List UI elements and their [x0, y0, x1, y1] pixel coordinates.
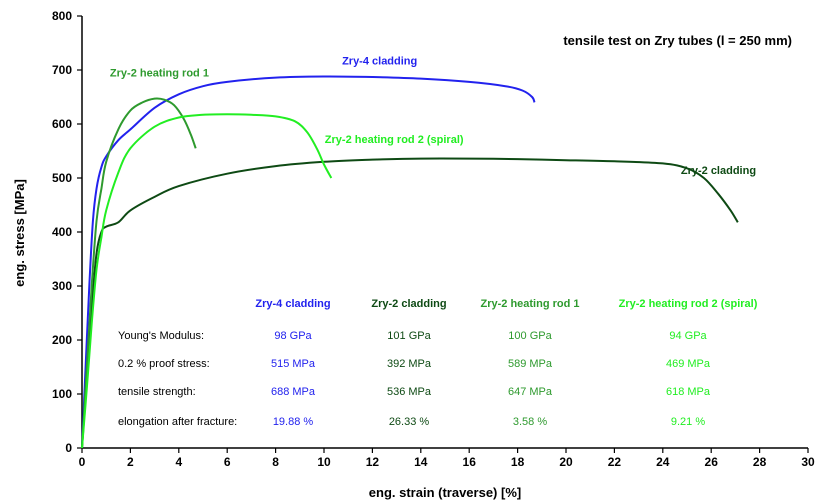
table-row-label: Young's Modulus:	[118, 330, 204, 342]
series-label-3: Zry-2 heating rod 2 (spiral)	[325, 134, 464, 146]
axes: 0 2 4 6 8 10 12 14 16 18 20 22 24 26 28 300100200300400…	[52, 9, 815, 469]
table-row-label: 0.2 % proof stress:	[118, 358, 210, 370]
x-tick-label: 20	[559, 455, 573, 469]
y-tick-label: 200	[52, 333, 72, 347]
x-tick-label: 30	[801, 455, 815, 469]
x-tick-label: 4	[175, 455, 182, 469]
y-axis-title: eng. stress [MPa]	[12, 179, 27, 287]
x-tick-label: 2	[127, 455, 134, 469]
x-tick-label: 14	[414, 455, 428, 469]
table-cell: 618 MPa	[666, 386, 711, 398]
x-tick-label: 24	[656, 455, 670, 469]
x-tick-label: 6	[224, 455, 231, 469]
y-tick-label: 300	[52, 279, 72, 293]
y-tick-label: 600	[52, 117, 72, 131]
table-column-header: Zry-2 cladding	[371, 298, 446, 310]
x-tick-label: 12	[366, 455, 380, 469]
y-tick-label: 500	[52, 171, 72, 185]
table-cell: 469 MPa	[666, 358, 711, 370]
x-tick-label: 28	[753, 455, 767, 469]
x-tick-label: 22	[608, 455, 622, 469]
series-line-0	[81, 75, 536, 449]
y-tick-label: 400	[52, 225, 72, 239]
x-tick-label: 10	[317, 455, 331, 469]
x-axis-title: eng. strain (traverse) [%]	[369, 485, 521, 500]
x-tick-label: 18	[511, 455, 525, 469]
table-row-label: elongation after fracture:	[118, 416, 237, 428]
table-cell: 100 GPa	[508, 330, 552, 342]
table-column-header: Zry-4 cladding	[255, 298, 330, 310]
y-tick-label: 100	[52, 387, 72, 401]
table-cell: 392 MPa	[387, 358, 432, 370]
series-line-3	[81, 113, 333, 449]
y-tick-label: 0	[65, 441, 72, 455]
x-tick-label: 8	[272, 455, 279, 469]
table-cell: 19.88 %	[273, 416, 314, 428]
table-column-header: Zry-2 heating rod 2 (spiral)	[619, 298, 758, 310]
table-cell: 9.21 %	[671, 416, 705, 428]
y-tick-label: 700	[52, 63, 72, 77]
series-line-1	[81, 157, 739, 449]
series-label-1: Zry-2 cladding	[681, 165, 756, 177]
x-tick-label: 0	[79, 455, 86, 469]
table-cell: 515 MPa	[271, 358, 316, 370]
series-label-0: Zry-4 cladding	[342, 56, 417, 68]
table-cell: 101 GPa	[387, 330, 431, 342]
table-cell: 647 MPa	[508, 386, 553, 398]
table-cell: 94 GPa	[669, 330, 707, 342]
table-cell: 3.58 %	[513, 416, 547, 428]
x-tick-label: 26	[705, 455, 719, 469]
table-row-label: tensile strength:	[118, 386, 196, 398]
x-tick-label: 16	[463, 455, 477, 469]
y-tick-label: 800	[52, 9, 72, 23]
series-label-2: Zry-2 heating rod 1	[110, 67, 209, 79]
series-lines	[81, 75, 739, 449]
table-cell: 688 MPa	[271, 386, 316, 398]
table-cell: 26.33 %	[389, 416, 430, 428]
table-cell: 536 MPa	[387, 386, 432, 398]
series-labels: Zry-4 cladding Zry-2 cladding Zry-2 heatin…	[110, 56, 756, 178]
table-cell: 98 GPa	[274, 330, 312, 342]
properties-table: Zry-4 cladding Zry-2 cladding Zry-2 heatin…	[118, 298, 758, 428]
table-cell: 589 MPa	[508, 358, 553, 370]
test-annotation: tensile test on Zry tubes (l = 250 mm)	[563, 33, 792, 48]
table-column-header: Zry-2 heating rod 1	[480, 298, 579, 310]
series-line-2	[81, 97, 197, 449]
